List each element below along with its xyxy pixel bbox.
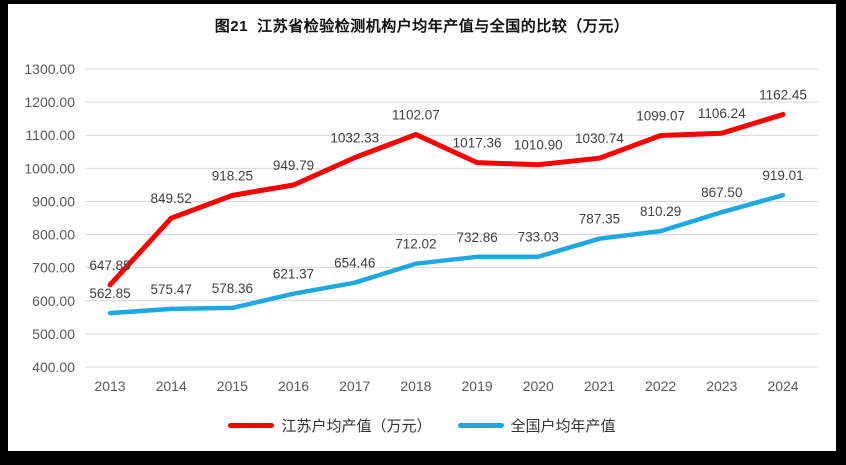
y-axis-tick-label: 600.00 [32, 293, 75, 309]
legend-item-national: 全国户均年产值 [457, 415, 616, 436]
y-axis-tick-label: 1100.00 [25, 127, 75, 143]
x-axis-tick-label: 2013 [94, 378, 125, 394]
series-line-0 [107, 112, 786, 288]
y-axis-tick-label: 500.00 [32, 326, 75, 342]
data-label-series-0: 1102.07 [392, 108, 440, 123]
line-chart: 400.00 500.00 600.00 700.00 800.00 900.00 1000… [24, 61, 818, 394]
data-label-series-1: 578.36 [212, 281, 253, 296]
data-label-series-1: 919.01 [762, 168, 803, 183]
chart-panel: 400.00 500.00 600.00 700.00 800.00 900.00 1000… [8, 4, 836, 451]
data-label-series-0: 1106.24 [698, 106, 746, 121]
data-label-series-1: 575.47 [151, 282, 192, 297]
x-axis-tick-label: 2015 [217, 378, 248, 394]
x-axis-tick-label: 2024 [767, 378, 798, 394]
data-label-series-0: 849.52 [151, 191, 192, 206]
x-axis-tick-label: 2023 [706, 378, 737, 394]
y-axis-tick-label: 900.00 [32, 193, 75, 209]
data-label-series-0: 1099.07 [636, 109, 685, 124]
y-axis-tick-label: 1200.00 [24, 94, 75, 110]
data-label-series-0: 1017.36 [453, 136, 502, 151]
data-label-series-1: 621.37 [273, 267, 314, 282]
data-label-series-1: 654.46 [334, 256, 375, 271]
y-axis-tick-label: 700.00 [32, 260, 75, 276]
x-axis-tick-label: 2020 [523, 378, 554, 394]
x-axis-tick-label: 2019 [462, 378, 493, 394]
data-label-series-0: 647.85 [89, 258, 130, 273]
y-axis-tick-label: 1300.00 [24, 61, 75, 77]
data-label-series-1: 867.50 [701, 185, 742, 200]
data-label-series-0: 1030.74 [575, 131, 624, 146]
data-label-series-0: 949.79 [273, 158, 314, 173]
x-axis-tick-label: 2016 [278, 378, 309, 394]
data-label-series-0: 1032.33 [330, 131, 379, 146]
legend-swatch-national-icon [457, 423, 504, 428]
y-axis-tick-label: 400.00 [32, 359, 75, 375]
x-axis-tick-label: 2018 [400, 378, 431, 394]
data-label-series-0: 918.25 [212, 168, 253, 183]
legend: 江苏户均产值（万元） 全国户均年产值 [8, 415, 836, 436]
legend-label-national: 全国户均年产值 [510, 418, 616, 435]
chart-title: 图21 江苏省检验检测机构户均年产值与全国的比较（万元） [214, 18, 630, 35]
legend-label-jiangsu: 江苏户均产值（万元） [281, 418, 432, 435]
data-label-series-1: 787.35 [579, 212, 620, 227]
x-axis-tick-label: 2022 [645, 378, 676, 394]
y-axis-tick-label: 800.00 [32, 227, 75, 243]
data-label-series-1: 733.03 [518, 230, 559, 245]
data-label-series-1: 712.02 [395, 237, 436, 252]
data-label-series-0: 1010.90 [514, 138, 563, 153]
series-line-1 [107, 192, 786, 316]
legend-swatch-jiangsu-icon [228, 423, 275, 428]
x-axis-tick-label: 2021 [584, 378, 615, 394]
x-axis-tick-label: 2017 [339, 378, 370, 394]
y-axis-tick-label: 1000.00 [24, 160, 75, 176]
data-label-series-1: 810.29 [640, 204, 681, 219]
legend-item-jiangsu: 江苏户均产值（万元） [228, 415, 432, 436]
data-label-series-0: 1162.45 [759, 88, 807, 103]
data-label-series-1: 732.86 [456, 230, 497, 245]
data-label-series-1: 562.85 [89, 286, 130, 301]
x-axis-tick-label: 2014 [156, 378, 187, 394]
